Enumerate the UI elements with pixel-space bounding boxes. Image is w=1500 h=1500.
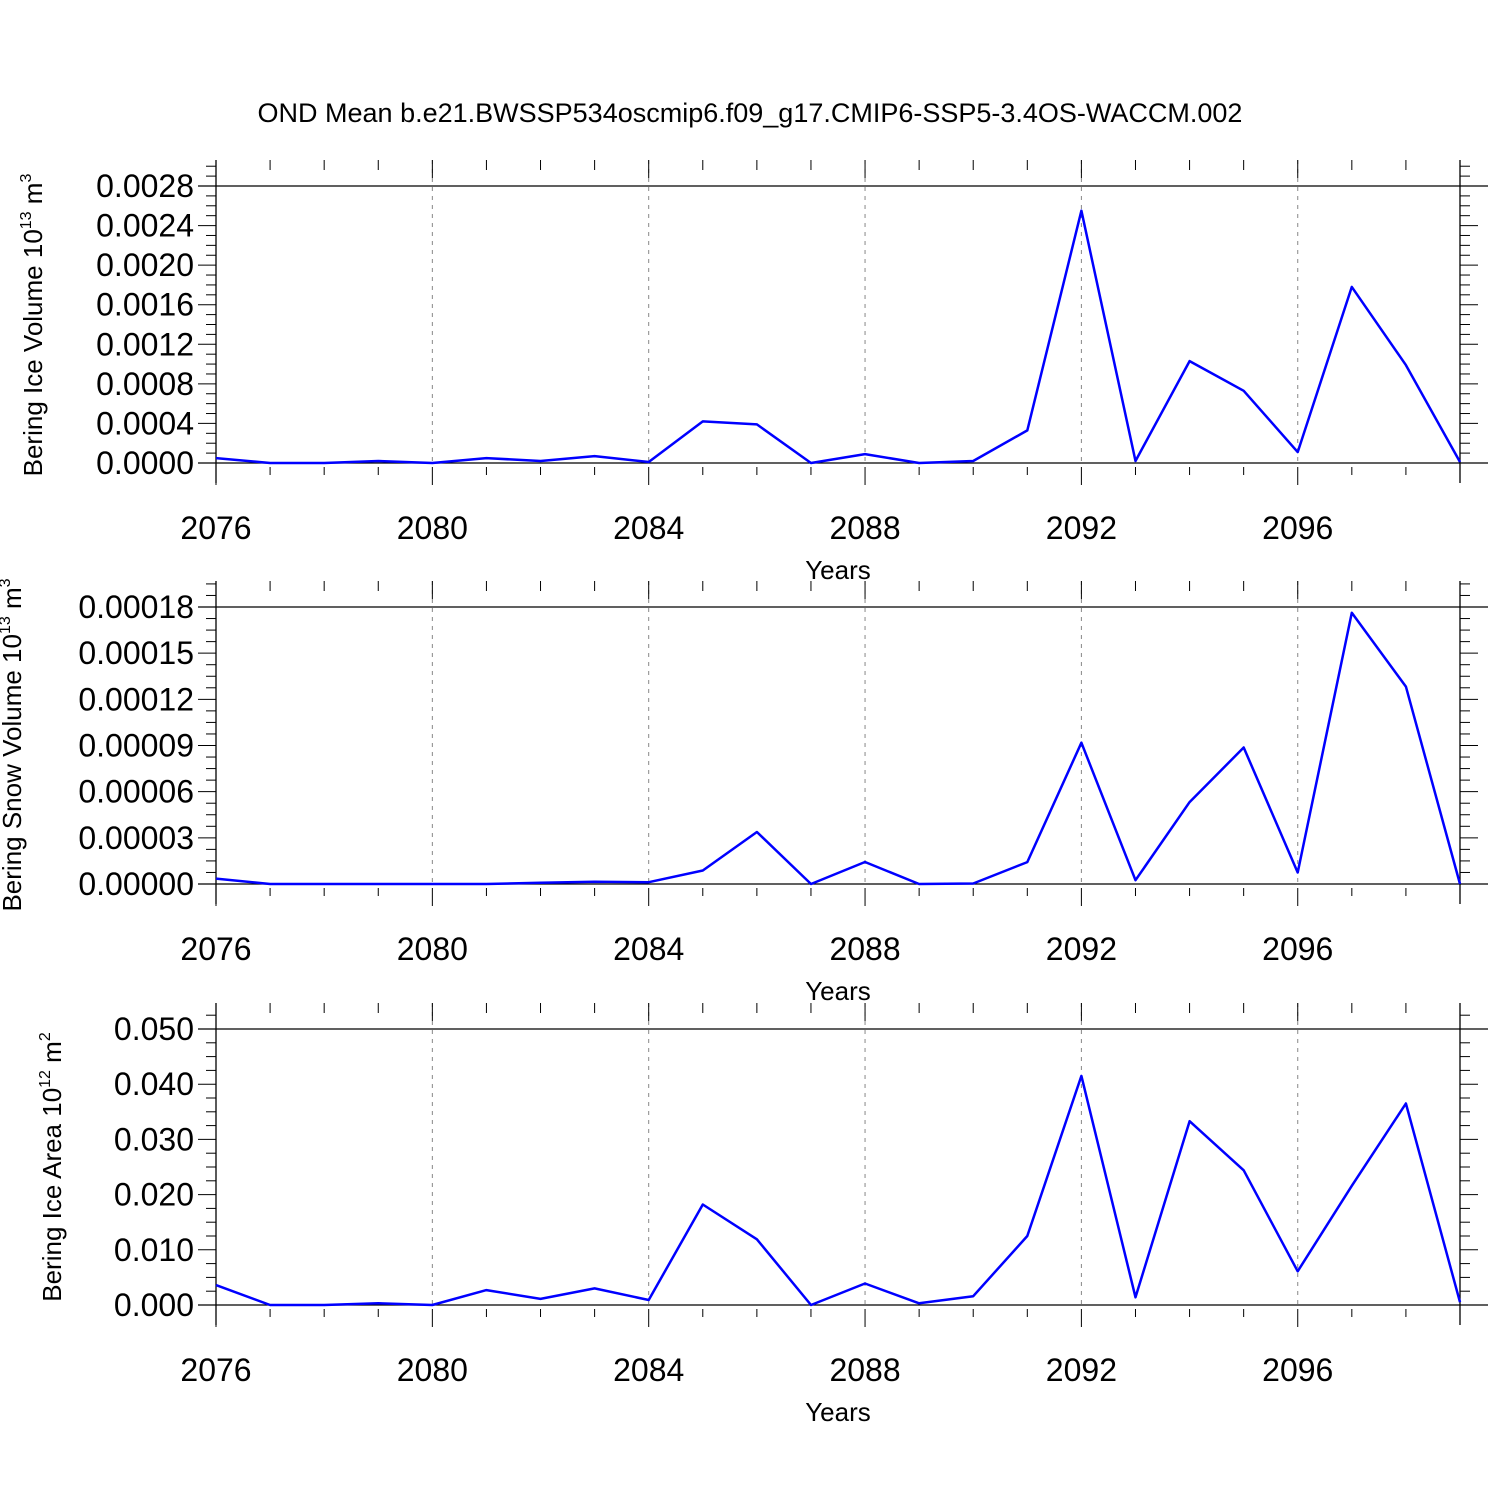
x-tick-label: 2076 xyxy=(180,510,251,546)
chart-panel-1: 0.00000.00040.00080.00120.00160.00200.00… xyxy=(18,160,1488,585)
y-axis-label: Bering Snow Volume 1013 m3 xyxy=(0,578,27,911)
y-tick-label: 0.010 xyxy=(114,1232,194,1268)
x-tick-label: 2076 xyxy=(180,1352,251,1388)
x-tick-label: 2096 xyxy=(1262,510,1333,546)
x-tick-label: 2080 xyxy=(397,931,468,967)
series-line xyxy=(215,611,1462,886)
y-axis-label: Bering Ice Volume 1013 m3 xyxy=(18,174,48,477)
x-tick-label: 2092 xyxy=(1046,510,1117,546)
x-tick-label: 2088 xyxy=(829,1352,900,1388)
y-tick-label: 0.030 xyxy=(114,1121,194,1157)
y-tick-label: 0.0000 xyxy=(96,445,194,481)
y-tick-label: 0.00012 xyxy=(78,681,194,717)
x-tick-label: 2096 xyxy=(1262,1352,1333,1388)
y-tick-label: 0.040 xyxy=(114,1066,194,1102)
x-tick-label: 2080 xyxy=(397,1352,468,1388)
x-tick-label: 2080 xyxy=(397,510,468,546)
x-tick-label: 2092 xyxy=(1046,931,1117,967)
y-tick-label: 0.00009 xyxy=(78,728,194,764)
y-tick-label: 0.0008 xyxy=(96,366,194,402)
y-axis-label: Bering Ice Area 1012 m2 xyxy=(37,1032,67,1302)
x-tick-label: 2084 xyxy=(613,931,684,967)
chart-panel-2: 0.00000 0.00003 0.00006 0.00009 0.00012 0.000… xyxy=(0,578,1488,1006)
y-tick-label: 0.0024 xyxy=(96,208,194,244)
y-tick-label: 0.00018 xyxy=(78,589,194,625)
x-tick-label: 2088 xyxy=(829,931,900,967)
series-line xyxy=(215,1074,1462,1307)
x-tick-label: 2096 xyxy=(1262,931,1333,967)
y-tick-label: 0.000 xyxy=(114,1287,194,1323)
x-axis-label: Years xyxy=(805,976,871,1006)
y-tick-label: 0.00006 xyxy=(78,774,194,810)
x-axis-label: Years xyxy=(805,555,871,585)
chart-title: OND Mean b.e21.BWSSP534oscmip6.f09_g17.C… xyxy=(258,98,1243,128)
x-tick-label: 2084 xyxy=(613,1352,684,1388)
series-line xyxy=(215,209,1462,465)
x-tick-label: 2076 xyxy=(180,931,251,967)
y-tick-label: 0.0028 xyxy=(96,168,194,204)
y-tick-label: 0.0016 xyxy=(96,287,194,323)
x-tick-label: 2088 xyxy=(829,510,900,546)
y-tick-label: 0.0012 xyxy=(96,326,194,362)
x-axis-label: Years xyxy=(805,1397,871,1427)
y-tick-label: 0.0004 xyxy=(96,405,194,441)
x-tick-label: 2084 xyxy=(613,510,684,546)
y-tick-label: 0.00000 xyxy=(78,866,194,902)
y-tick-label: 0.0020 xyxy=(96,247,194,283)
y-tick-label: 0.00015 xyxy=(78,635,194,671)
y-tick-label: 0.050 xyxy=(114,1011,194,1047)
y-tick-label: 0.00003 xyxy=(78,820,194,856)
x-tick-label: 2092 xyxy=(1046,1352,1117,1388)
y-tick-label: 0.020 xyxy=(114,1177,194,1213)
chart-panel-3: 0.000 0.010 0.020 0.030 0.040 0.050 2076 2080 20… xyxy=(37,1003,1488,1427)
